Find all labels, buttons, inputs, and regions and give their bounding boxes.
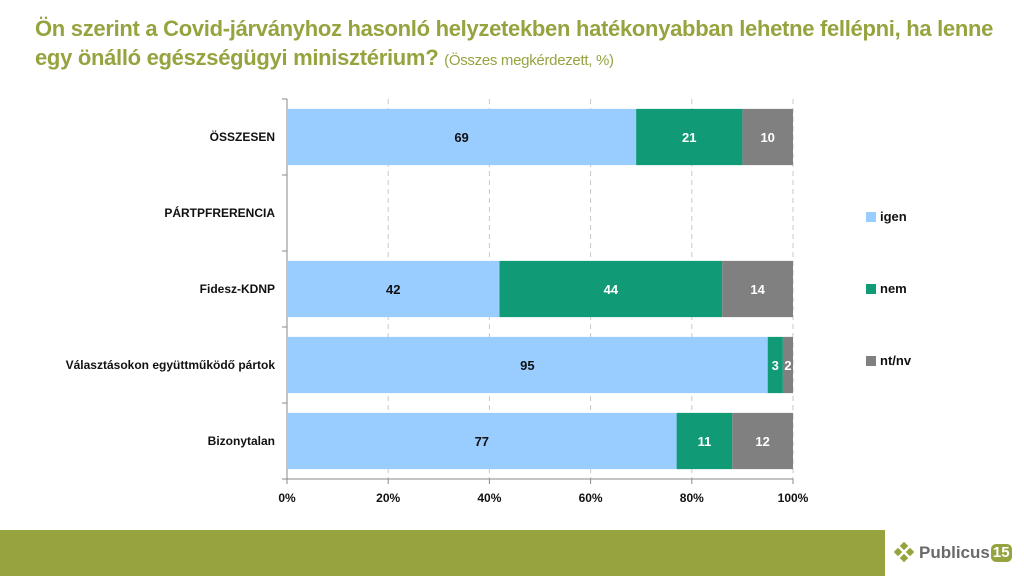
category-label: ÖSSZESEN: [210, 129, 275, 144]
x-tick-label: 100%: [778, 491, 809, 505]
category-label: PÁRTPFRERENCIA: [164, 205, 275, 220]
bar-segment-igen: [287, 108, 637, 166]
bar-segment-nem: [767, 336, 783, 394]
category-label: Választásokon együttműködő pártok: [66, 358, 276, 372]
legend-swatch: [866, 355, 876, 366]
legend-label: igen: [880, 209, 907, 224]
data-label: 69: [454, 130, 468, 145]
bar-segment-nem: [636, 108, 743, 166]
logo-text: Publicus: [919, 543, 990, 562]
data-label: 95: [520, 358, 534, 373]
data-label: 3: [772, 358, 779, 373]
x-tick-label: 60%: [579, 491, 603, 505]
bar-segment-ntnv: [782, 336, 793, 394]
legend-swatch: [866, 211, 876, 222]
data-label: 11: [698, 434, 712, 449]
bar-segment-igen: [287, 336, 768, 394]
category-label: Fidesz-KDNP: [200, 282, 275, 296]
x-tick-label: 20%: [376, 491, 400, 505]
data-label: 2: [784, 358, 791, 373]
category-label: Bizonytalan: [208, 434, 275, 448]
publicus-logo: Publicus 15: [893, 537, 1012, 569]
legend-label: nem: [880, 281, 907, 296]
x-tick-label: 40%: [477, 491, 501, 505]
footer-band: [0, 530, 885, 576]
bar-segment-igen: [287, 412, 677, 470]
legend-label: nt/nv: [880, 353, 912, 368]
logo-diamonds-icon: [893, 542, 915, 563]
legend-swatch: [866, 283, 876, 294]
data-label: 14: [750, 282, 765, 297]
data-label: 12: [755, 434, 769, 449]
bar-segment-nem: [499, 260, 723, 318]
logo-number: 15: [990, 544, 1012, 562]
data-label: 42: [386, 282, 400, 297]
legend-item: nem: [866, 281, 907, 296]
bar-segment-igen: [287, 260, 500, 318]
bar-segment-ntnv: [742, 108, 793, 166]
x-tick-label: 80%: [680, 491, 704, 505]
bar-segment-ntnv: [732, 412, 793, 470]
bar-segment-nem: [676, 412, 733, 470]
legend-item: nt/nv: [866, 353, 911, 368]
title-subtitle: (Összes megkérdezett, %): [444, 52, 614, 69]
title-main: Ön szerint a Covid-járványhoz hasonló he…: [35, 16, 994, 70]
data-label: 21: [682, 130, 696, 145]
data-label: 77: [475, 434, 489, 449]
legend-item: igen: [866, 209, 907, 224]
chart-title: Ön szerint a Covid-járványhoz hasonló he…: [35, 14, 995, 75]
x-tick-label: 0%: [278, 491, 296, 505]
bar-segment-ntnv: [722, 260, 793, 318]
data-label: 10: [760, 130, 774, 145]
data-label: 44: [604, 282, 619, 297]
